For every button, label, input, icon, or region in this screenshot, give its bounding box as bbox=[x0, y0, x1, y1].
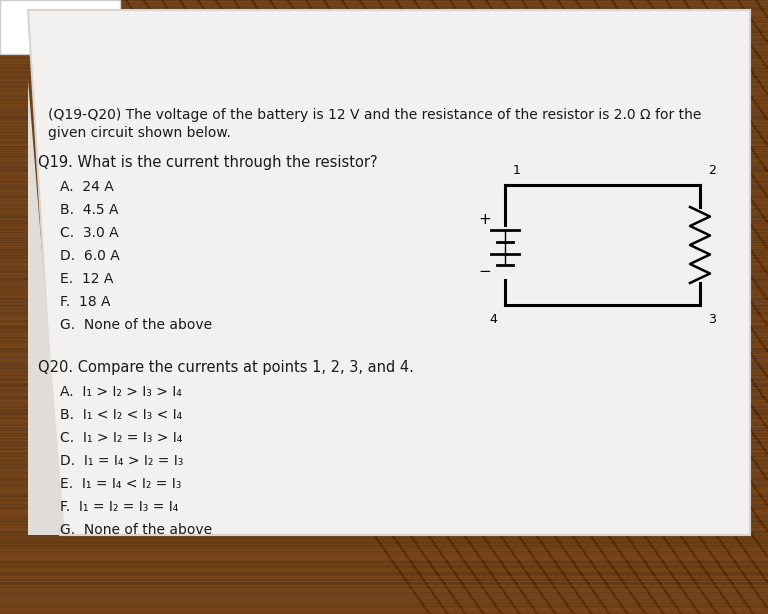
Polygon shape bbox=[28, 10, 750, 535]
Text: 2: 2 bbox=[708, 164, 716, 177]
Text: B.  4.5 A: B. 4.5 A bbox=[60, 203, 118, 217]
Text: −: − bbox=[478, 265, 492, 279]
Text: given circuit shown below.: given circuit shown below. bbox=[48, 126, 231, 140]
Bar bbox=[0, 0, 120, 54]
Text: A.  24 A: A. 24 A bbox=[60, 180, 114, 194]
Text: C.  I₁ > I₂ = I₃ > I₄: C. I₁ > I₂ = I₃ > I₄ bbox=[60, 431, 182, 445]
Text: Q19. What is the current through the resistor?: Q19. What is the current through the res… bbox=[38, 155, 378, 170]
Text: D.  6.0 A: D. 6.0 A bbox=[60, 249, 120, 263]
Text: (Q19-Q20) The voltage of the battery is 12 V and the resistance of the resistor : (Q19-Q20) The voltage of the battery is … bbox=[48, 108, 701, 122]
Text: Q20. Compare the currents at points 1, 2, 3, and 4.: Q20. Compare the currents at points 1, 2… bbox=[38, 360, 414, 375]
Text: +: + bbox=[478, 212, 492, 228]
Text: E.  I₁ = I₄ < I₂ = I₃: E. I₁ = I₄ < I₂ = I₃ bbox=[60, 477, 181, 491]
Text: 3: 3 bbox=[708, 313, 716, 326]
Text: C.  3.0 A: C. 3.0 A bbox=[60, 226, 118, 240]
Polygon shape bbox=[28, 80, 65, 535]
Text: 1: 1 bbox=[513, 164, 521, 177]
Text: B.  I₁ < I₂ < I₃ < I₄: B. I₁ < I₂ < I₃ < I₄ bbox=[60, 408, 182, 422]
Text: F.  18 A: F. 18 A bbox=[60, 295, 111, 309]
Text: F.  I₁ = I₂ = I₃ = I₄: F. I₁ = I₂ = I₃ = I₄ bbox=[60, 500, 178, 514]
Text: G.  None of the above: G. None of the above bbox=[60, 523, 212, 537]
Text: D.  I₁ = I₄ > I₂ = I₃: D. I₁ = I₄ > I₂ = I₃ bbox=[60, 454, 184, 468]
Text: G.  None of the above: G. None of the above bbox=[60, 318, 212, 332]
Text: A.  I₁ > I₂ > I₃ > I₄: A. I₁ > I₂ > I₃ > I₄ bbox=[60, 385, 182, 399]
Text: E.  12 A: E. 12 A bbox=[60, 272, 114, 286]
Text: 4: 4 bbox=[489, 313, 497, 326]
